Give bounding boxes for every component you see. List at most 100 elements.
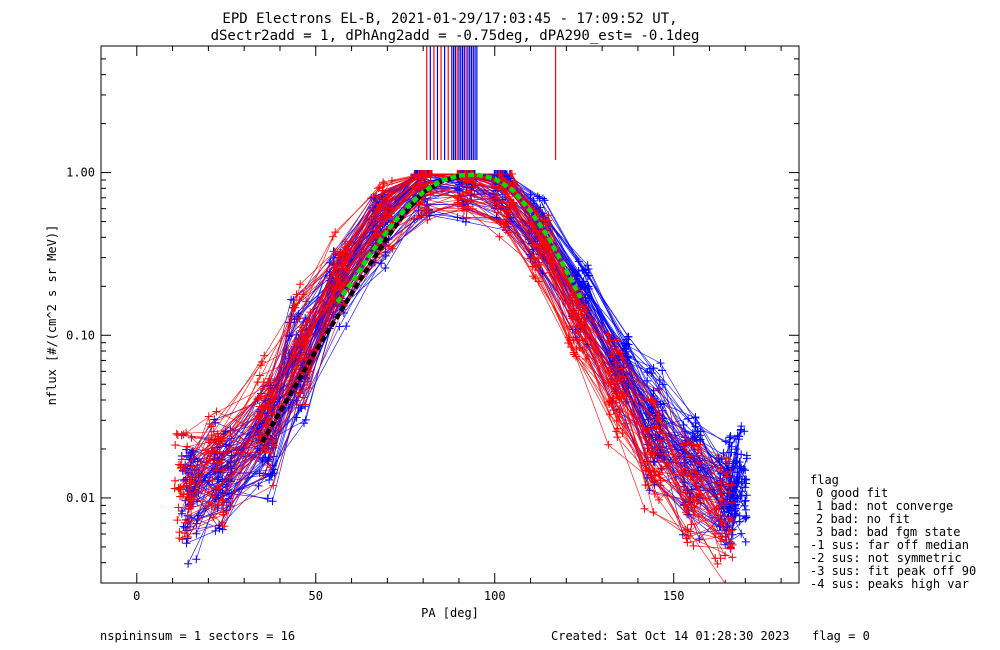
data-point [529, 196, 538, 205]
data-point [268, 497, 277, 506]
data-point [263, 401, 272, 410]
data-point [736, 462, 745, 471]
data-point [340, 259, 349, 268]
data-point [330, 247, 339, 256]
data-point [267, 396, 276, 405]
data-point [568, 314, 577, 323]
y-tick-label: 1.00 [66, 166, 95, 180]
data-point [579, 277, 588, 286]
data-point [184, 559, 193, 568]
data-point [332, 277, 341, 286]
data-point [468, 204, 477, 213]
y-tick-label: 0.10 [66, 328, 95, 342]
x-tick-label: 150 [663, 589, 685, 603]
data-point [689, 511, 698, 520]
data-point [726, 432, 735, 441]
data-point [718, 520, 727, 529]
data-point [301, 415, 310, 424]
data-point [255, 402, 264, 411]
data-point [643, 376, 652, 385]
data-point [218, 465, 227, 474]
data-point [497, 170, 506, 179]
data-point [218, 436, 227, 445]
spectrum-line [186, 180, 741, 544]
data-point [679, 420, 688, 429]
data-point [737, 422, 746, 431]
data-point [208, 447, 217, 456]
plot-frame [100, 45, 800, 584]
data-point [737, 529, 746, 538]
data-point [693, 473, 702, 482]
data-point [301, 400, 310, 409]
data-point [710, 513, 719, 522]
data-point [292, 413, 301, 422]
data-point [388, 204, 397, 213]
x-tick-label: 0 [133, 589, 140, 603]
legend-title: flag [810, 473, 839, 487]
y-axis: 0.01 0.10 1.00 [66, 45, 799, 584]
data-point [174, 503, 183, 512]
data-point [655, 385, 664, 394]
data-point [685, 452, 694, 461]
data-point [417, 203, 426, 212]
data-point [296, 403, 305, 412]
data-point [423, 215, 432, 224]
data-point [533, 192, 542, 201]
data-point [613, 424, 622, 433]
data-point [173, 430, 182, 439]
data-point [615, 393, 624, 402]
data-point [177, 463, 186, 472]
data-point [545, 268, 554, 277]
data-point [658, 380, 667, 389]
data-point [609, 348, 618, 357]
data-point [177, 509, 186, 518]
data-point [211, 526, 220, 535]
data-point [732, 456, 741, 465]
data-point [653, 444, 662, 453]
data-point [267, 471, 276, 480]
data-point [640, 504, 649, 513]
data-point [656, 359, 665, 368]
data-point [255, 371, 264, 380]
x-axis: 0 50 100 150 [133, 46, 782, 603]
data-point [183, 511, 192, 520]
data-point [650, 471, 659, 480]
data-point [342, 244, 351, 253]
data-point [192, 529, 201, 538]
data-point [687, 520, 696, 529]
created-timestamp: Created: Sat Oct 14 01:28:30 2023 [551, 629, 789, 643]
data-point [654, 384, 663, 393]
data-point [182, 539, 191, 548]
data-point [269, 481, 278, 490]
data-point [737, 450, 746, 459]
data-point [463, 196, 472, 205]
data-point [379, 178, 388, 187]
data-point [495, 232, 504, 241]
data-point [422, 209, 431, 218]
data-point [494, 182, 503, 191]
data-layer [170, 170, 751, 583]
data-point [644, 424, 653, 433]
data-point [693, 442, 702, 451]
data-point [727, 526, 736, 535]
data-point [424, 205, 433, 214]
data-point [683, 525, 692, 534]
data-point [584, 264, 593, 273]
data-point [741, 466, 750, 475]
data-point [684, 438, 693, 447]
data-point [716, 554, 725, 563]
data-point [459, 177, 468, 186]
data-point [253, 412, 262, 421]
data-point [726, 448, 735, 457]
data-point [290, 348, 299, 357]
chart-subtitle: dSectr2add = 1, dPhAng2add = -0.75deg, d… [211, 28, 700, 44]
data-point [205, 420, 214, 429]
data-point [683, 538, 692, 547]
data-point [728, 553, 737, 562]
data-point [259, 378, 268, 387]
x-tick-label: 50 [309, 589, 323, 603]
y-axis-label: nflux [#/(cm^2 s sr MeV)] [45, 225, 59, 406]
data-point [265, 475, 274, 484]
data-point [215, 447, 224, 456]
data-point [374, 184, 383, 193]
